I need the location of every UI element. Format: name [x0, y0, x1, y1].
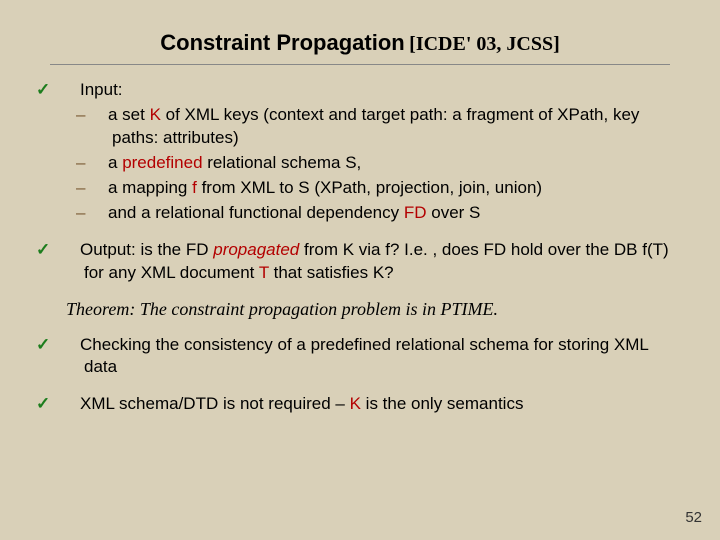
- input-heading: ✓Input:: [60, 79, 670, 102]
- input-item-1-post: relational schema S,: [203, 153, 362, 172]
- title-separator: [50, 64, 670, 65]
- dash-icon: –: [94, 152, 108, 175]
- output-red: propagated: [213, 240, 299, 259]
- theorem-label: Theorem:: [66, 299, 135, 319]
- theorem-text: The constraint propagation problem is in…: [135, 299, 498, 319]
- input-item-3-red: FD: [404, 203, 427, 222]
- page-number: 52: [685, 509, 702, 526]
- title-main: Constraint Propagation: [160, 30, 404, 55]
- input-item-3-pre: and a relational functional dependency: [108, 203, 404, 222]
- input-item-0-pre: a set: [108, 105, 150, 124]
- theorem-line: Theorem: The constraint propagation prob…: [66, 299, 670, 320]
- check-icon: ✓: [60, 239, 80, 262]
- bullet-4: ✓XML schema/DTD is not required – K is t…: [60, 393, 670, 416]
- output-label: Output:: [80, 240, 136, 259]
- input-item-0-red: K: [150, 105, 161, 124]
- input-block: ✓Input: –a set K of XML keys (context an…: [50, 79, 670, 225]
- bullet-3-text: Checking the consistency of a predefined…: [80, 335, 648, 377]
- input-item-2-post: from XML to S (XPath, projection, join, …: [197, 178, 542, 197]
- output-pre: is the FD: [136, 240, 213, 259]
- input-item-2: –a mapping f from XML to S (XPath, proje…: [94, 177, 670, 200]
- input-item-3: –and a relational functional dependency …: [94, 202, 670, 225]
- slide-title: Constraint Propagation [ICDE' 03, JCSS]: [50, 30, 670, 56]
- input-item-2-pre: a mapping: [108, 178, 192, 197]
- input-item-1-pre: a: [108, 153, 122, 172]
- input-item-3-post: over S: [427, 203, 481, 222]
- check-icon: ✓: [60, 393, 80, 416]
- title-ref: [ICDE' 03, JCSS]: [409, 33, 560, 55]
- input-item-1-red: predefined: [122, 153, 202, 172]
- dash-icon: –: [94, 177, 108, 200]
- input-item-1: –a predefined relational schema S,: [94, 152, 670, 175]
- input-item-0-post: of XML keys (context and target path: a …: [112, 105, 639, 147]
- slide: Constraint Propagation [ICDE' 03, JCSS] …: [0, 0, 720, 416]
- bullet-4-pre: XML schema/DTD is not required –: [80, 394, 350, 413]
- check-icon: ✓: [60, 334, 80, 357]
- input-label: Input:: [80, 80, 123, 99]
- input-item-0: –a set K of XML keys (context and target…: [94, 104, 670, 150]
- output-block: ✓Output: is the FD propagated from K via…: [60, 239, 670, 285]
- bullet-4-red: K: [350, 394, 361, 413]
- dash-icon: –: [94, 104, 108, 127]
- output-post: that satisfies K?: [269, 263, 394, 282]
- bullet-4-post: is the only semantics: [361, 394, 524, 413]
- bullet-3: ✓Checking the consistency of a predefine…: [60, 334, 670, 380]
- dash-icon: –: [94, 202, 108, 225]
- output-T: T: [259, 263, 269, 282]
- check-icon: ✓: [60, 79, 80, 102]
